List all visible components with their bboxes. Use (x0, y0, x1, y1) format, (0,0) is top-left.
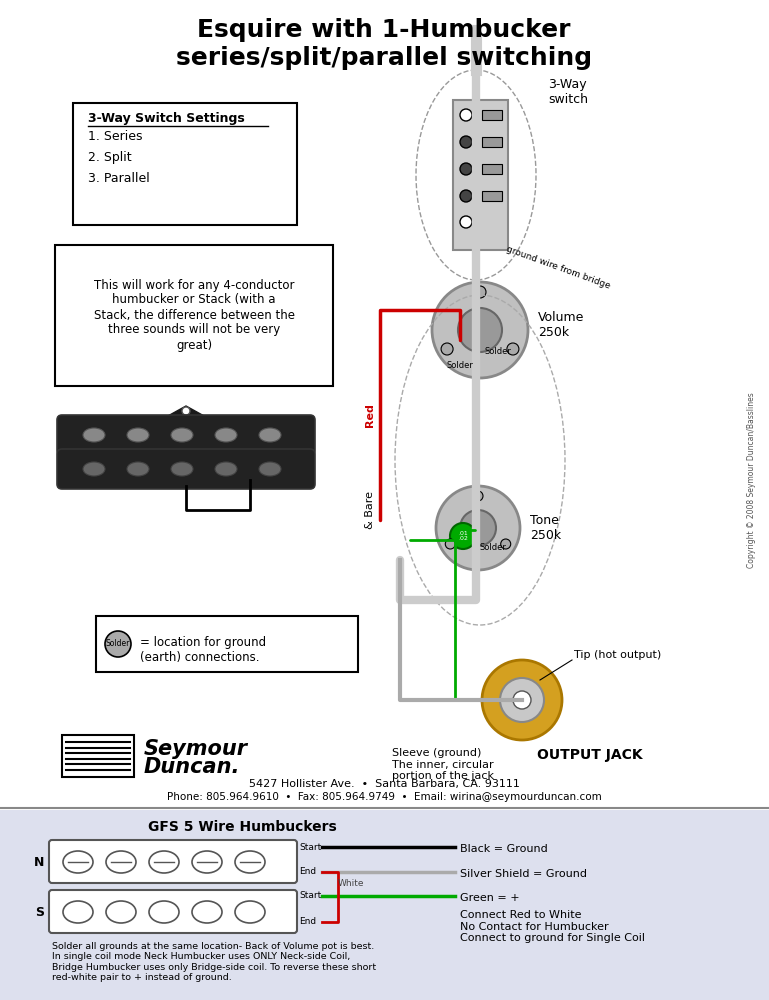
Text: Green = +: Green = + (460, 893, 520, 903)
Text: End: End (299, 918, 316, 926)
FancyBboxPatch shape (49, 890, 297, 933)
Bar (453, 100, 508, 250)
Text: Start: Start (299, 892, 321, 900)
Circle shape (450, 523, 476, 549)
Ellipse shape (171, 428, 193, 442)
Ellipse shape (215, 428, 237, 442)
Text: ground wire from bridge: ground wire from bridge (505, 245, 611, 291)
Text: 5427 Hollister Ave.  •  Santa Barbara, CA. 93111: 5427 Hollister Ave. • Santa Barbara, CA.… (248, 779, 519, 789)
FancyBboxPatch shape (49, 840, 297, 883)
Text: 1. Series
2. Split
3. Parallel: 1. Series 2. Split 3. Parallel (88, 130, 150, 185)
Bar (0, 810, 769, 1000)
Text: Connect Red to White
No Contact for Humbucker
Connect to ground for Single Coil: Connect Red to White No Contact for Humb… (460, 910, 645, 943)
Polygon shape (157, 406, 215, 422)
Text: (earth) connections.: (earth) connections. (140, 651, 259, 664)
Text: Tone
250k: Tone 250k (530, 514, 561, 542)
Circle shape (436, 486, 520, 570)
Text: & Bare: & Bare (365, 491, 375, 529)
Circle shape (501, 539, 511, 549)
Text: series/split/parallel switching: series/split/parallel switching (176, 46, 592, 70)
Text: 3-Way
switch: 3-Way switch (548, 78, 588, 106)
Circle shape (460, 190, 472, 202)
Bar (482, 110, 502, 120)
FancyBboxPatch shape (73, 103, 297, 225)
Ellipse shape (83, 462, 105, 476)
Circle shape (445, 539, 455, 549)
Text: Red: Red (365, 403, 375, 427)
Text: White: White (338, 880, 365, 888)
Ellipse shape (83, 428, 105, 442)
Text: Solder all grounds at the same location- Back of Volume pot is best.
In single c: Solder all grounds at the same location-… (52, 942, 376, 982)
Circle shape (474, 286, 486, 298)
Circle shape (513, 691, 531, 709)
Text: End: End (299, 867, 316, 876)
Text: Seymour: Seymour (144, 739, 248, 759)
Text: Sleeve (ground)
The inner, circular
portion of the jack: Sleeve (ground) The inner, circular port… (392, 748, 494, 781)
Text: This will work for any 4-conductor
humbucker or Stack (with a
Stack, the differe: This will work for any 4-conductor humbu… (94, 278, 295, 352)
Text: Solder: Solder (447, 360, 474, 369)
Circle shape (460, 510, 496, 546)
Ellipse shape (127, 428, 149, 442)
Text: Duncan.: Duncan. (144, 757, 241, 777)
Text: Silver Shield = Ground: Silver Shield = Ground (460, 869, 587, 879)
Circle shape (460, 163, 472, 175)
Circle shape (441, 343, 453, 355)
Ellipse shape (259, 428, 281, 442)
Circle shape (460, 109, 472, 121)
Text: 3-Way Switch Settings: 3-Way Switch Settings (88, 112, 245, 125)
Text: Solder: Solder (480, 544, 507, 552)
FancyBboxPatch shape (57, 449, 315, 489)
Text: = location for ground: = location for ground (140, 636, 266, 649)
Text: Esquire with 1-Humbucker: Esquire with 1-Humbucker (198, 18, 571, 42)
Circle shape (460, 136, 472, 148)
Text: Start: Start (299, 842, 321, 852)
Ellipse shape (215, 462, 237, 476)
Circle shape (182, 407, 190, 415)
Text: GFS 5 Wire Humbuckers: GFS 5 Wire Humbuckers (148, 820, 337, 834)
FancyBboxPatch shape (57, 415, 315, 455)
Circle shape (507, 343, 519, 355)
Text: Copyright © 2008 Seymour Duncan/Basslines: Copyright © 2008 Seymour Duncan/Bassline… (747, 392, 757, 568)
Text: Phone: 805.964.9610  •  Fax: 805.964.9749  •  Email: wirina@seymourduncan.com: Phone: 805.964.9610 • Fax: 805.964.9749 … (167, 792, 601, 802)
Text: Black = Ground: Black = Ground (460, 844, 548, 854)
Text: Solder: Solder (106, 640, 130, 648)
Circle shape (432, 282, 528, 378)
Bar (482, 164, 502, 174)
Text: Solder: Solder (484, 348, 511, 357)
FancyBboxPatch shape (55, 245, 333, 386)
Circle shape (482, 660, 562, 740)
Text: Tip (hot output): Tip (hot output) (574, 650, 661, 660)
Text: N: N (34, 856, 44, 868)
Text: OUTPUT JACK: OUTPUT JACK (537, 748, 643, 762)
Circle shape (500, 678, 544, 722)
Text: .01
.02: .01 .02 (458, 531, 468, 541)
Bar (482, 137, 502, 147)
Circle shape (458, 308, 502, 352)
Text: Volume
250k: Volume 250k (538, 311, 584, 339)
Circle shape (473, 491, 483, 501)
Ellipse shape (171, 462, 193, 476)
Circle shape (105, 631, 131, 657)
Bar (482, 191, 502, 201)
FancyBboxPatch shape (96, 616, 358, 672)
Circle shape (460, 216, 472, 228)
Ellipse shape (127, 462, 149, 476)
Text: S: S (35, 906, 44, 918)
Bar (62, 735, 134, 777)
Ellipse shape (259, 462, 281, 476)
